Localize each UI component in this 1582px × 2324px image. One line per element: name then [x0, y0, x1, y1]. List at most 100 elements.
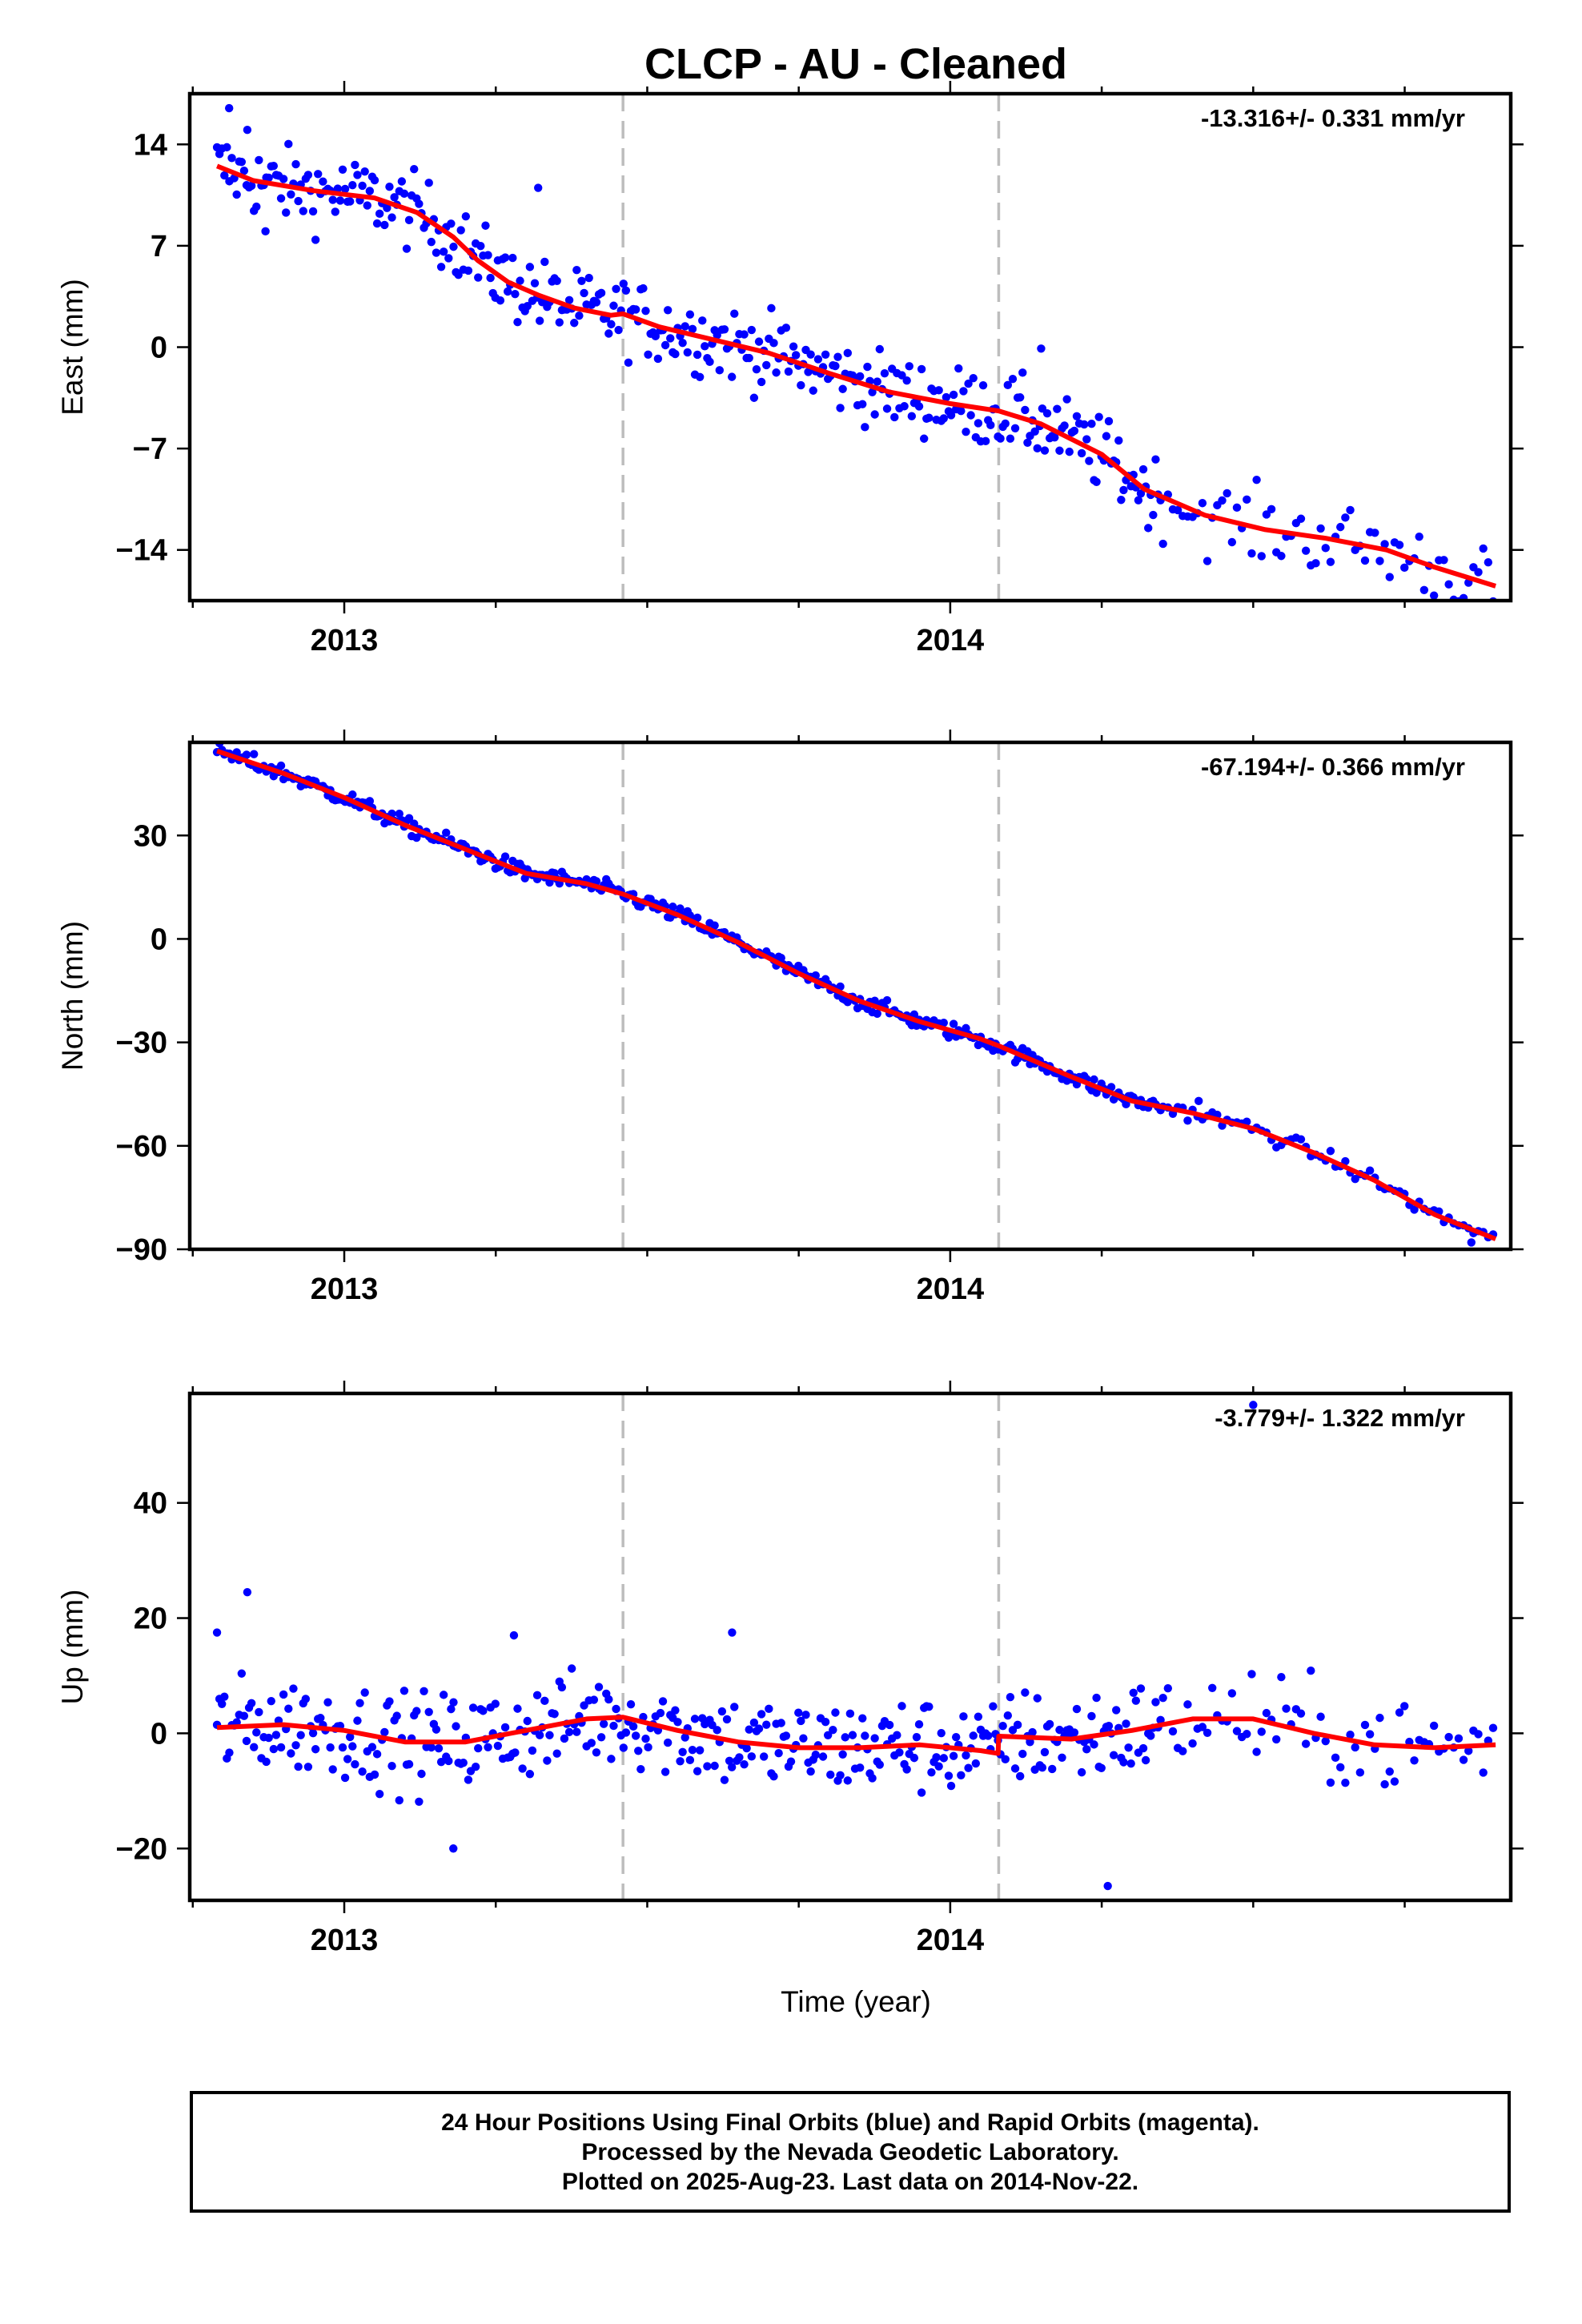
up-point	[599, 1719, 608, 1728]
east-point	[1003, 380, 1013, 390]
east-point	[269, 162, 279, 171]
east-point	[427, 237, 436, 247]
up-point	[255, 1707, 263, 1717]
east-point	[747, 325, 756, 335]
east-point	[577, 276, 586, 285]
up-y-tick-label: 0	[151, 1717, 167, 1751]
east-x-tick-label: 2013	[311, 624, 379, 657]
up-point	[1018, 1749, 1027, 1759]
up-point	[1082, 1745, 1091, 1754]
east-point	[596, 288, 606, 298]
up-point	[957, 1771, 966, 1780]
up-point	[939, 1754, 949, 1763]
east-point	[1077, 448, 1086, 458]
up-point	[626, 1700, 636, 1709]
east-point	[513, 318, 522, 327]
up-fit-line	[216, 1715, 1496, 1756]
up-point	[1296, 1709, 1306, 1718]
east-point	[858, 400, 867, 408]
up-point	[589, 1695, 599, 1704]
up-point	[1400, 1702, 1409, 1711]
footer-line-3: Plotted on 2025-Aug-23. Last data on 201…	[561, 2168, 1139, 2195]
up-point	[343, 1755, 352, 1763]
up-point	[1355, 1768, 1365, 1777]
north-point	[242, 750, 251, 759]
east-point	[604, 329, 613, 338]
east-point	[1023, 438, 1032, 448]
up-point	[1021, 1688, 1030, 1697]
east-point	[1223, 489, 1231, 498]
up-point	[818, 1752, 828, 1761]
east-point	[454, 271, 463, 279]
east-point	[1042, 408, 1052, 418]
up-point	[459, 1759, 468, 1767]
up-point	[468, 1703, 478, 1712]
east-point	[232, 190, 241, 199]
up-point	[247, 1699, 256, 1708]
up-point	[1129, 1688, 1138, 1697]
up-point	[264, 1733, 273, 1743]
east-point	[962, 427, 970, 436]
up-point	[841, 1733, 849, 1742]
up-panel: 40 20 0 −20 2013 2014 Up (mm) -3.779+/- 1.322 m…	[56, 1381, 1524, 1957]
up-points	[212, 1401, 1498, 1891]
up-point	[725, 1756, 734, 1765]
north-y-tick-label: −90	[116, 1233, 167, 1267]
up-point	[1112, 1706, 1121, 1715]
up-point	[471, 1762, 480, 1771]
east-point	[964, 379, 973, 388]
up-point	[328, 1765, 337, 1774]
north-panel: 30 0 −30 −60 −90 2013 2014 North (mm) -67.194+/-…	[56, 730, 1524, 1306]
north-point	[404, 814, 414, 822]
east-point	[902, 376, 911, 385]
up-point	[395, 1795, 404, 1805]
up-point	[252, 1728, 261, 1737]
east-point	[678, 339, 687, 348]
north-point	[1467, 1238, 1476, 1247]
east-point	[681, 322, 689, 331]
north-point	[232, 748, 241, 757]
east-point	[287, 190, 295, 199]
east-point	[683, 348, 692, 357]
up-point	[742, 1743, 751, 1753]
east-point	[698, 316, 707, 325]
up-y-axis-label: Up (mm)	[56, 1590, 89, 1705]
up-point	[695, 1746, 705, 1755]
north-point	[1122, 1100, 1130, 1109]
east-point	[917, 364, 926, 374]
up-point	[1410, 1756, 1419, 1765]
east-point	[666, 334, 675, 343]
east-point	[934, 386, 943, 395]
up-point	[604, 1695, 613, 1704]
up-point	[829, 1725, 837, 1735]
up-point	[1097, 1763, 1106, 1772]
east-point	[400, 189, 409, 199]
up-point	[424, 1707, 433, 1716]
east-point	[575, 312, 584, 320]
up-point	[550, 1710, 559, 1719]
east-point	[375, 209, 384, 219]
up-point	[1316, 1712, 1325, 1721]
east-point	[957, 407, 966, 416]
north-y-tick-label: −30	[116, 1027, 167, 1060]
east-point	[387, 213, 396, 222]
up-point	[607, 1755, 616, 1763]
east-point	[653, 354, 663, 364]
up-point	[1055, 1725, 1064, 1735]
up-point	[749, 1718, 759, 1727]
up-point	[594, 1683, 604, 1691]
up-point	[1026, 1738, 1034, 1747]
up-point	[678, 1747, 687, 1756]
up-point	[641, 1735, 650, 1743]
north-point	[1341, 1156, 1350, 1166]
up-point	[703, 1762, 712, 1771]
north-point	[592, 877, 601, 886]
east-y-axis-label: East (mm)	[56, 279, 89, 416]
chart-title: CLCP - AU - Cleaned	[644, 40, 1067, 88]
up-point	[242, 1736, 251, 1746]
up-point	[720, 1775, 729, 1784]
up-point	[535, 1731, 544, 1739]
up-point	[631, 1731, 640, 1740]
east-point	[671, 349, 680, 359]
east-point	[1114, 436, 1123, 445]
